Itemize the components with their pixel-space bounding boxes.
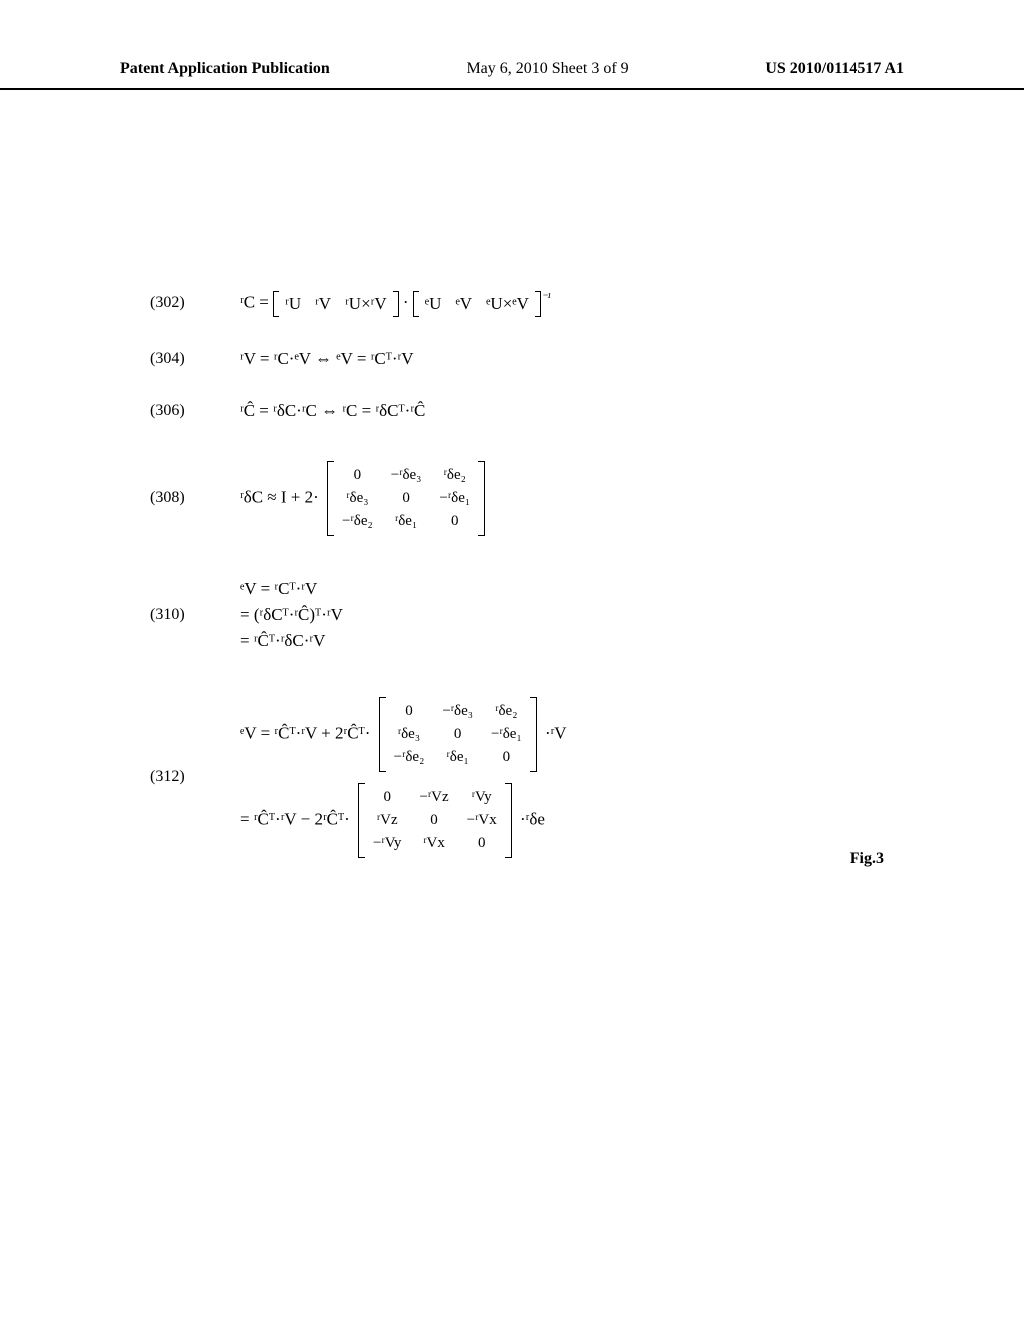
m308-00: 0 [342, 467, 373, 484]
m312a-02: ʳδe₂ [491, 703, 522, 720]
equation-302: (302) ʳC = ʳU ʳV ʳU×ʳV · ᵉU ᵉV ᵉU×ᵉV [150, 290, 1024, 317]
eq-body-310: ᵉV = ʳCᵀ·ʳV = (ʳδCᵀ·ʳĈ)ᵀ·ʳV = ʳĈᵀ·ʳδC·ʳV [240, 576, 343, 654]
eq302-prefix: ʳC = [240, 293, 269, 312]
eq302-l2: ʳU×ʳV [345, 294, 387, 314]
eq312-m2: 0 −ʳVz ʳVy ʳVz 0 −ʳVx −ʳVy ʳVx 0 [358, 783, 512, 858]
page-header: Patent Application Publication May 6, 20… [0, 0, 1024, 90]
eq-num-312: (312) [150, 768, 240, 786]
eq302-left-matrix: ʳU ʳV ʳU×ʳV [273, 291, 399, 317]
eq302-l1: ʳV [315, 294, 331, 314]
m312b-00: 0 [373, 789, 401, 806]
equation-306: (306) ʳĈ = ʳδC·ʳC ⇔ ʳC = ʳδCᵀ·ʳĈ [150, 401, 1024, 421]
eq302-r1: ᵉV [455, 294, 472, 314]
eq-body-308: ʳδC ≈ I + 2· 0 −ʳδe₃ ʳδe₂ ʳδe₃ 0 −ʳδe₁ −… [240, 461, 489, 536]
eq302-r2: ᵉU×ᵉV [486, 294, 529, 314]
m308-02: ʳδe₂ [439, 467, 470, 484]
m312a-22: 0 [491, 749, 522, 766]
eq302-l0: ʳU [285, 294, 301, 314]
eq310-line2: = (ʳδCᵀ·ʳĈ)ᵀ·ʳV [240, 605, 343, 625]
m308-11: 0 [391, 490, 422, 507]
m312b-10: ʳVz [373, 812, 401, 829]
header-left: Patent Application Publication [120, 60, 330, 78]
m312b-11: 0 [419, 812, 448, 829]
m308-12: −ʳδe₁ [439, 490, 470, 507]
eq302-right-matrix: ᵉU ᵉV ᵉU×ᵉV [413, 291, 541, 317]
m312b-21: ʳVx [419, 835, 448, 852]
equation-308: (308) ʳδC ≈ I + 2· 0 −ʳδe₃ ʳδe₂ ʳδe₃ 0 −… [150, 461, 1024, 536]
m308-20: −ʳδe₂ [342, 513, 373, 530]
eq310-line3: = ʳĈᵀ·ʳδC·ʳV [240, 631, 325, 651]
m308-22: 0 [439, 513, 470, 530]
m312b-20: −ʳVy [373, 835, 401, 852]
m312a-21: ʳδe₁ [442, 749, 473, 766]
eq-num-302: (302) [150, 294, 240, 312]
eq312-m1: 0 −ʳδe₃ ʳδe₂ ʳδe₃ 0 −ʳδe₁ −ʳδe₂ ʳδe₁ 0 [379, 697, 537, 772]
m312a-12: −ʳδe₁ [491, 726, 522, 743]
equation-304: (304) ʳV = ʳC·ᵉV ⇔ ᵉV = ʳCᵀ·ʳV [150, 349, 1024, 369]
m312b-01: −ʳVz [419, 789, 448, 806]
m312a-01: −ʳδe₃ [442, 703, 473, 720]
header-center: May 6, 2010 Sheet 3 of 9 [466, 60, 628, 78]
eq302-suffix: ⁻¹ [541, 290, 551, 304]
m312a-00: 0 [394, 703, 425, 720]
eq-num-306: (306) [150, 402, 240, 420]
eq312-l1-prefix: ᵉV = ʳĈᵀ·ʳV + 2ʳĈᵀ· [240, 723, 370, 742]
m312b-22: 0 [467, 835, 497, 852]
eq312-l1-suffix: ·ʳV [545, 723, 567, 742]
m312a-10: ʳδe₃ [394, 726, 425, 743]
eq-num-310: (310) [150, 606, 240, 624]
m312b-12: −ʳVx [467, 812, 497, 829]
eq-num-308: (308) [150, 489, 240, 507]
equation-312: (312) ᵉV = ʳĈᵀ·ʳV + 2ʳĈᵀ· 0 −ʳδe₃ ʳδe₂ ʳ… [150, 694, 1024, 861]
eq310-line1: ᵉV = ʳCᵀ·ʳV [240, 579, 317, 599]
m308-21: ʳδe₁ [391, 513, 422, 530]
m308-01: −ʳδe₃ [391, 467, 422, 484]
content-area: (302) ʳC = ʳU ʳV ʳU×ʳV · ᵉU ᵉV ᵉU×ᵉV [0, 90, 1024, 861]
eq308-matrix: 0 −ʳδe₃ ʳδe₂ ʳδe₃ 0 −ʳδe₁ −ʳδe₂ ʳδe₁ 0 [327, 461, 485, 536]
eq302-r0: ᵉU [425, 294, 442, 314]
m308-10: ʳδe₃ [342, 490, 373, 507]
m312a-20: −ʳδe₂ [394, 749, 425, 766]
eq312-line1: ᵉV = ʳĈᵀ·ʳV + 2ʳĈᵀ· 0 −ʳδe₃ ʳδe₂ ʳδe₃ 0 … [240, 697, 567, 772]
eq312-line2: = ʳĈᵀ·ʳV − 2ʳĈᵀ· 0 −ʳVz ʳVy ʳVz 0 −ʳVx −… [240, 783, 545, 858]
eq-body-306: ʳĈ = ʳδC·ʳC ⇔ ʳC = ʳδCᵀ·ʳĈ [240, 401, 425, 421]
eq-body-302: ʳC = ʳU ʳV ʳU×ʳV · ᵉU ᵉV ᵉU×ᵉV ⁻¹ [240, 290, 551, 317]
eq312-l2-suffix: ·ʳδe [520, 809, 545, 828]
eq312-l2-prefix: = ʳĈᵀ·ʳV − 2ʳĈᵀ· [240, 809, 350, 828]
m312a-11: 0 [442, 726, 473, 743]
m312b-02: ʳVy [467, 789, 497, 806]
eq308-prefix: ʳδC ≈ I + 2· [240, 487, 319, 506]
eq-num-304: (304) [150, 350, 240, 368]
equation-310: (310) ᵉV = ʳCᵀ·ʳV = (ʳδCᵀ·ʳĈ)ᵀ·ʳV = ʳĈᵀ·… [150, 576, 1024, 654]
figure-label: Fig.3 [850, 850, 884, 868]
eq-body-312: ᵉV = ʳĈᵀ·ʳV + 2ʳĈᵀ· 0 −ʳδe₃ ʳδe₂ ʳδe₃ 0 … [240, 694, 567, 861]
header-right: US 2010/0114517 A1 [765, 60, 904, 78]
eq-body-304: ʳV = ʳC·ᵉV ⇔ ᵉV = ʳCᵀ·ʳV [240, 349, 414, 369]
